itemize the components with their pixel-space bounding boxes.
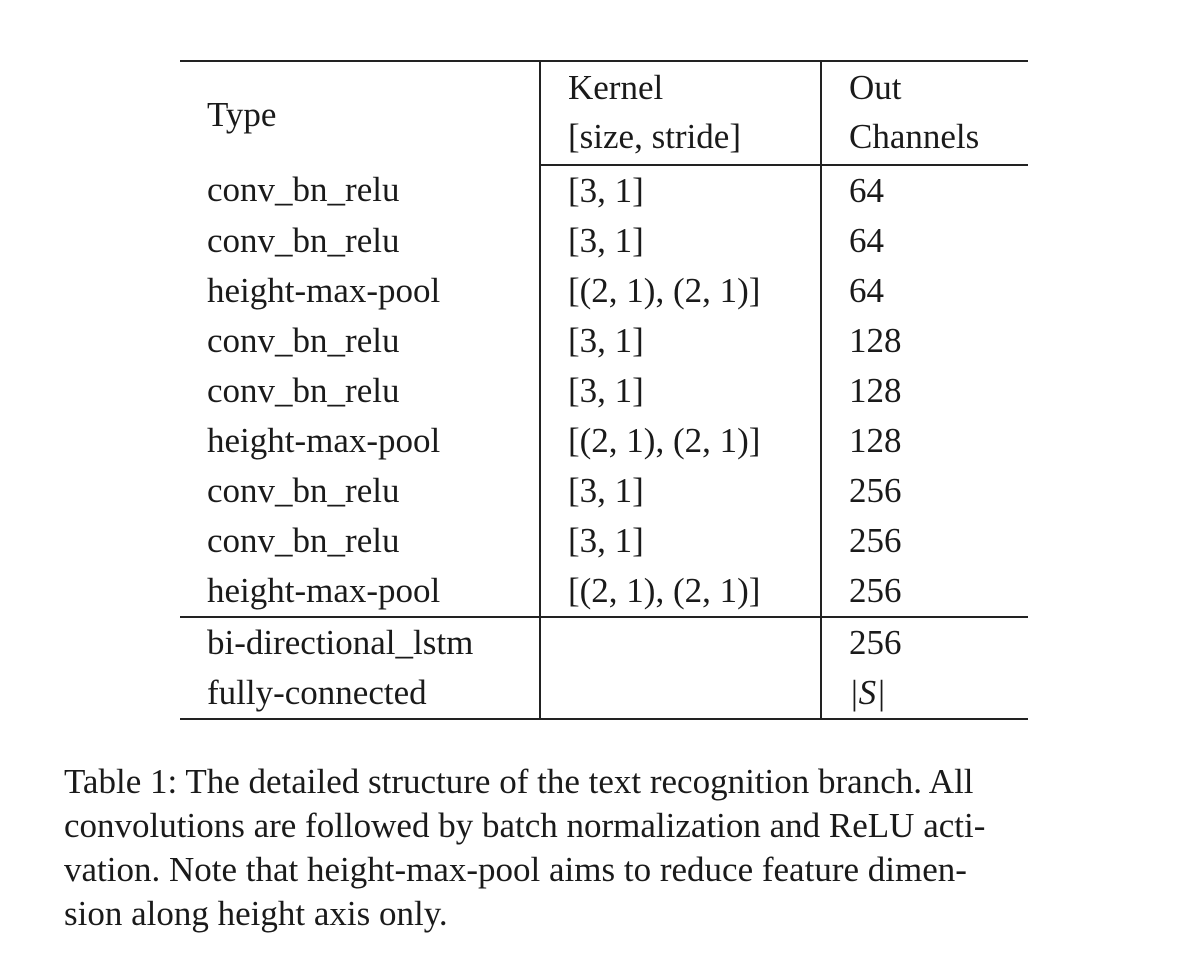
caption-line: vation. Note that height-max-pool aims t… [64, 850, 967, 889]
header-type: Type [180, 60, 540, 165]
header-kernel-line2: [size, stride] [539, 112, 821, 166]
table-row: bi-directional_lstm 256 [180, 617, 1028, 668]
caption-line: sion along height axis only. [64, 894, 448, 933]
table-caption: Table 1: The detailed structure of the t… [64, 760, 1144, 936]
cell-kernel: [3, 1] [539, 316, 821, 366]
cell-kernel: [(2, 1), (2, 1)] [539, 416, 821, 466]
cell-kernel [539, 668, 821, 720]
cell-out: 64 [820, 266, 1028, 316]
cell-type: height-max-pool [180, 566, 540, 618]
table-row: conv_bn_relu [3, 1] 256 [180, 516, 1028, 566]
architecture-table-container: Type Kernel Out [size, stride] Channels … [180, 60, 1028, 720]
cell-out: 256 [820, 466, 1028, 516]
cell-kernel: [3, 1] [539, 216, 821, 266]
cell-kernel: [3, 1] [539, 165, 821, 216]
cell-type: conv_bn_relu [207, 521, 400, 560]
cell-out: 128 [820, 316, 1028, 366]
cell-kernel: [3, 1] [539, 516, 821, 566]
header-out-line2: Channels [820, 112, 1028, 166]
table-body: conv_bn_relu [3, 1] 64 conv_bn_relu [3, … [180, 165, 1028, 720]
table-header: Type Kernel Out [size, stride] Channels [180, 60, 1028, 166]
table-row: height-max-pool [(2, 1), (2, 1)] 256 [180, 566, 1028, 618]
cell-out: 256 [820, 516, 1028, 566]
cell-type: height-max-pool [207, 271, 441, 310]
table-row: fully-connected |S| [180, 668, 1028, 720]
caption-line: convolutions are followed by batch norma… [64, 806, 986, 845]
cell-out: 256 [820, 617, 1028, 668]
header-kernel-line1: Kernel [539, 60, 821, 112]
table-row: conv_bn_relu [3, 1] 256 [180, 466, 1028, 516]
cell-kernel: [(2, 1), (2, 1)] [539, 566, 821, 618]
table-row: conv_bn_relu [3, 1] 64 [180, 165, 1028, 216]
cell-out: 64 [820, 216, 1028, 266]
cell-kernel: [(2, 1), (2, 1)] [539, 266, 821, 316]
cell-type: conv_bn_relu [207, 471, 400, 510]
table-row: conv_bn_relu [3, 1] 64 [180, 216, 1028, 266]
cell-type: conv_bn_relu [207, 371, 400, 410]
cell-out: 128 [820, 416, 1028, 466]
cell-type: bi-directional_lstm [207, 623, 474, 662]
architecture-table: Type Kernel Out [size, stride] Channels … [180, 60, 1028, 720]
table-row: conv_bn_relu [3, 1] 128 [180, 366, 1028, 416]
cell-kernel: [3, 1] [539, 366, 821, 416]
caption-line: Table 1: The detailed structure of the t… [64, 762, 974, 801]
cell-kernel [539, 617, 821, 668]
cell-type: conv_bn_relu [207, 170, 400, 209]
table-row: height-max-pool [(2, 1), (2, 1)] 128 [180, 416, 1028, 466]
cell-kernel: [3, 1] [539, 466, 821, 516]
table-row: conv_bn_relu [3, 1] 128 [180, 316, 1028, 366]
table-row: height-max-pool [(2, 1), (2, 1)] 64 [180, 266, 1028, 316]
cell-out: 64 [820, 165, 1028, 216]
cell-type: fully-connected [180, 668, 540, 720]
cell-out: 256 [820, 566, 1028, 618]
cell-type: conv_bn_relu [207, 221, 400, 260]
cell-out: |S| [820, 668, 1028, 720]
cell-type: conv_bn_relu [207, 321, 400, 360]
cell-type: height-max-pool [207, 421, 441, 460]
header-out-line1: Out [820, 60, 1028, 112]
cell-out: 128 [820, 366, 1028, 416]
